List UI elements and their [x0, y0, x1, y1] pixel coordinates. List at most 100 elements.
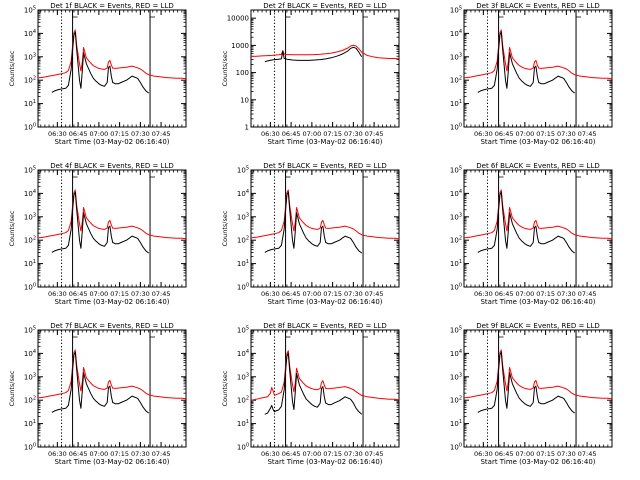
y-tick-base: 10	[24, 53, 33, 61]
y-tick-base: 10	[24, 77, 33, 85]
x-axis-label: Start Time (03-May-02 06:16:40)	[480, 298, 595, 306]
panel-title: Det 2f BLACK = Events, RED = LLD	[263, 2, 386, 10]
plot-frame	[250, 169, 400, 288]
y-tick-base: 10	[24, 100, 33, 108]
panel-title: Det 3f BLACK = Events, RED = LLD	[476, 2, 599, 10]
panel-7: Det 7f BLACK = Events, RED = LLD10010110…	[8, 322, 187, 466]
panel-9: Det 9f BLACK = Events, RED = LLD10010110…	[450, 322, 613, 466]
y-tick-exponent: 5	[33, 6, 36, 12]
series-events-line	[477, 31, 576, 94]
y-tick-label: 10000	[227, 15, 249, 23]
x-tick-label: 07:30	[131, 130, 150, 138]
x-tick-label: 07:15	[110, 450, 129, 458]
y-tick-label: 100	[236, 69, 249, 77]
y-tick-label: 100	[450, 283, 462, 292]
x-tick-label: 07:45	[152, 450, 171, 458]
y-tick-base: 10	[450, 327, 459, 335]
y-tick-base: 10	[237, 237, 246, 245]
y-axis-label: Counts/sec	[221, 210, 229, 246]
y-tick-base: 10	[450, 420, 459, 428]
y-tick-exponent: 2	[246, 396, 249, 402]
x-tick-label: 06:30	[474, 450, 493, 458]
y-tick-label: 104	[450, 29, 462, 38]
y-tick-exponent: 3	[459, 212, 462, 218]
y-tick-base: 10	[24, 420, 33, 428]
y-tick-label: 103	[24, 212, 36, 221]
interval-bracket	[362, 331, 369, 338]
y-tick-base: 10	[450, 124, 459, 132]
y-tick-exponent: 0	[459, 443, 462, 449]
y-tick-label: 105	[450, 166, 462, 175]
x-axis-label: Start Time (03-May-02 06:16:40)	[480, 458, 595, 466]
y-tick-exponent: 0	[33, 283, 36, 289]
interval-bracket	[72, 331, 78, 338]
y-tick-exponent: 5	[33, 326, 36, 332]
panel-title: Det 6f BLACK = Events, RED = LLD	[476, 162, 599, 170]
x-tick-label: 07:30	[344, 450, 363, 458]
y-tick-exponent: 3	[33, 372, 36, 378]
x-tick-label: 07:15	[110, 130, 129, 138]
y-tick-base: 10	[24, 237, 33, 245]
y-tick-base: 10	[24, 327, 33, 335]
interval-bracket	[285, 11, 291, 18]
y-tick-base: 10	[237, 373, 246, 381]
x-tick-label: 07:00	[302, 290, 321, 298]
y-tick-label: 101	[237, 419, 249, 428]
y-tick-label: 101	[24, 259, 36, 268]
y-tick-base: 10	[450, 77, 459, 85]
y-axis-label: Counts/sec	[221, 50, 229, 86]
interval-bracket	[362, 11, 369, 18]
x-tick-label: 06:45	[495, 450, 514, 458]
y-tick-label: 105	[24, 166, 36, 175]
y-tick-exponent: 4	[459, 349, 462, 355]
interval-bracket	[498, 331, 504, 338]
series-lld-line	[37, 349, 187, 400]
x-tick-label: 06:30	[474, 290, 493, 298]
y-tick-exponent: 3	[459, 52, 462, 58]
y-tick-base: 10	[237, 284, 246, 292]
y-tick-exponent: 4	[246, 349, 249, 355]
x-tick-label: 07:15	[536, 130, 555, 138]
interval-bracket	[575, 171, 582, 178]
y-tick-exponent: 2	[459, 396, 462, 402]
y-tick-exponent: 2	[33, 76, 36, 82]
y-axis-label: Counts/sec	[8, 50, 16, 86]
y-tick-label: 104	[450, 189, 462, 198]
panel-title: Det 8f BLACK = Events, RED = LLD	[263, 322, 386, 330]
interval-bracket	[149, 11, 156, 18]
plot-frame	[37, 9, 187, 128]
y-tick-label: 102	[24, 76, 36, 85]
y-tick-exponent: 1	[33, 99, 36, 105]
y-tick-base: 10	[450, 30, 459, 38]
series-lld-line	[37, 29, 187, 80]
x-tick-label: 07:30	[557, 130, 576, 138]
y-tick-exponent: 0	[459, 123, 462, 129]
y-tick-exponent: 5	[246, 166, 249, 172]
y-tick-base: 10	[24, 30, 33, 38]
y-tick-base: 10	[24, 7, 33, 15]
y-tick-exponent: 4	[33, 29, 36, 35]
y-tick-exponent: 4	[459, 29, 462, 35]
y-tick-exponent: 1	[33, 419, 36, 425]
x-tick-label: 07:45	[365, 290, 384, 298]
y-tick-base: 10	[24, 373, 33, 381]
y-tick-label: 104	[237, 349, 249, 358]
x-axis-label: Start Time (03-May-02 06:16:40)	[267, 458, 382, 466]
y-tick-base: 10	[24, 190, 33, 198]
y-tick-exponent: 0	[246, 283, 249, 289]
y-tick-base: 10	[450, 213, 459, 221]
y-tick-exponent: 1	[459, 419, 462, 425]
panel-1: Det 1f BLACK = Events, RED = LLD10010110…	[8, 2, 187, 146]
x-tick-label: 07:00	[302, 450, 321, 458]
x-axis-label: Start Time (03-May-02 06:16:40)	[54, 458, 169, 466]
y-tick-base: 10	[237, 327, 246, 335]
y-tick-exponent: 3	[246, 372, 249, 378]
y-tick-exponent: 5	[246, 326, 249, 332]
x-tick-label: 06:30	[48, 450, 67, 458]
x-tick-label: 07:00	[89, 450, 108, 458]
y-tick-exponent: 4	[459, 189, 462, 195]
y-tick-label: 104	[237, 189, 249, 198]
y-tick-base: 10	[237, 190, 246, 198]
interval-bracket	[575, 11, 582, 18]
series-events-line	[477, 191, 576, 254]
